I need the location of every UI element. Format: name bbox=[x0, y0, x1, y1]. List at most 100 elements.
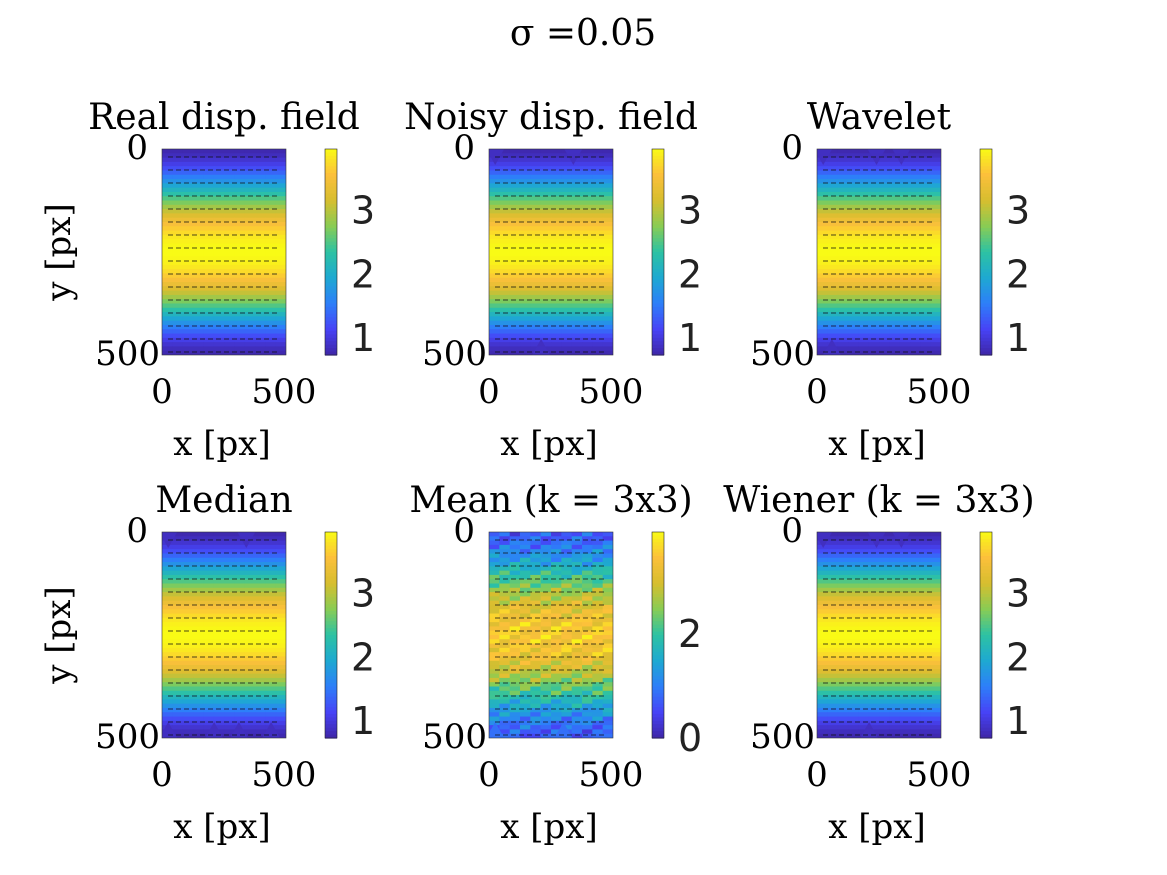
heatmap-cell bbox=[551, 557, 562, 563]
colorbar-segment bbox=[980, 641, 992, 646]
heatmap-cell bbox=[234, 647, 246, 653]
heatmap-cell bbox=[551, 149, 562, 154]
heatmap-cell bbox=[162, 303, 173, 309]
heatmap-cell bbox=[899, 630, 911, 636]
heatmap-cell bbox=[193, 703, 204, 709]
heatmap-cell bbox=[489, 609, 500, 615]
heatmap-cell bbox=[602, 660, 613, 666]
heatmap-cell bbox=[489, 677, 500, 683]
heatmap-cell bbox=[910, 557, 921, 563]
heatmap-cell bbox=[561, 187, 573, 193]
heatmap-cell bbox=[879, 350, 890, 355]
heatmap-cell bbox=[582, 536, 593, 542]
heatmap-cell bbox=[499, 617, 511, 623]
heatmap-cell bbox=[520, 239, 531, 245]
heatmap-cell bbox=[255, 690, 266, 696]
heatmap-cell bbox=[213, 342, 225, 348]
heatmap-cell bbox=[489, 617, 500, 623]
heatmap-cell bbox=[910, 540, 921, 546]
heatmap-cell bbox=[234, 643, 246, 649]
heatmap-cell bbox=[848, 596, 859, 602]
heatmap-cell bbox=[172, 204, 184, 210]
heatmap-cell bbox=[193, 720, 204, 726]
heatmap-cell bbox=[275, 179, 286, 184]
heatmap-cell bbox=[837, 221, 849, 227]
colorbar-segment bbox=[325, 586, 337, 591]
heatmap-cell bbox=[868, 161, 880, 167]
heatmap-cell bbox=[255, 570, 266, 576]
heatmap-cell bbox=[520, 574, 531, 580]
heatmap-cell bbox=[489, 579, 500, 585]
colorbar-segment bbox=[325, 556, 337, 561]
heatmap-cell bbox=[920, 187, 932, 193]
colorbar-segment bbox=[652, 306, 664, 311]
heatmap-cell bbox=[561, 617, 573, 623]
heatmap-cell bbox=[172, 273, 184, 279]
heatmap-cell bbox=[920, 179, 932, 184]
heatmap-cell bbox=[203, 170, 215, 176]
heatmap-cell bbox=[868, 579, 880, 585]
colorbar-segment bbox=[325, 186, 337, 191]
heatmap-cell bbox=[582, 260, 593, 266]
heatmap-cell bbox=[551, 346, 562, 352]
heatmap-cell bbox=[868, 592, 880, 597]
heatmap-cell bbox=[858, 260, 870, 266]
heatmap-cell bbox=[203, 269, 215, 275]
heatmap-cell bbox=[234, 170, 246, 176]
heatmap-cell bbox=[224, 342, 235, 348]
heatmap-cell bbox=[582, 273, 593, 279]
heatmap-cell bbox=[489, 226, 500, 232]
heatmap-cell bbox=[193, 729, 204, 735]
heatmap-cell bbox=[551, 294, 562, 300]
heatmap-cell bbox=[203, 239, 215, 245]
heatmap-cell bbox=[602, 350, 613, 355]
heatmap-cell bbox=[224, 320, 235, 326]
heatmap-cell bbox=[162, 243, 173, 249]
heatmap-cell bbox=[868, 324, 880, 330]
heatmap-cell bbox=[203, 316, 215, 322]
heatmap-cell bbox=[255, 277, 266, 283]
heatmap-cell bbox=[858, 613, 870, 619]
colorbar-segment bbox=[980, 535, 992, 540]
heatmap-cell bbox=[234, 157, 246, 163]
heatmap-cell bbox=[582, 553, 593, 559]
colorbar-segment bbox=[325, 300, 337, 305]
heatmap-cell bbox=[868, 170, 880, 176]
heatmap-cell bbox=[827, 703, 839, 709]
heatmap-cell bbox=[489, 647, 500, 653]
heatmap-cell bbox=[499, 553, 511, 559]
heatmap-cell bbox=[499, 613, 511, 619]
colorbar-segment bbox=[325, 221, 337, 226]
heatmap-cell bbox=[193, 170, 204, 176]
heatmap-cell bbox=[182, 677, 194, 683]
heatmap-cell bbox=[499, 196, 511, 202]
heatmap-cell bbox=[499, 346, 511, 352]
heatmap-cell bbox=[213, 707, 225, 713]
heatmap-cell bbox=[509, 652, 521, 658]
heatmap-cell bbox=[499, 626, 511, 632]
heatmap-cell bbox=[489, 273, 500, 279]
colorbar-segment bbox=[325, 255, 337, 260]
heatmap-cell bbox=[817, 669, 828, 675]
heatmap-cell bbox=[827, 247, 839, 253]
heatmap-cell bbox=[930, 609, 941, 615]
colorbar-segment bbox=[980, 549, 992, 554]
colorbar-tick-label: 2 bbox=[678, 252, 702, 296]
heatmap-cell bbox=[255, 342, 266, 348]
heatmap-cell bbox=[561, 725, 573, 731]
heatmap-cell bbox=[561, 243, 573, 249]
heatmap-cell bbox=[162, 707, 173, 713]
heatmap-cell bbox=[193, 264, 204, 270]
heatmap-cell bbox=[203, 622, 215, 628]
heatmap-cell bbox=[858, 609, 870, 615]
heatmap-cell bbox=[162, 196, 173, 202]
heatmap-cell bbox=[193, 574, 204, 580]
heatmap-cell bbox=[551, 540, 562, 546]
heatmap-cell bbox=[499, 226, 511, 232]
heatmap-cell bbox=[827, 583, 839, 589]
heatmap-cell bbox=[213, 256, 225, 262]
heatmap-cell bbox=[489, 256, 500, 262]
heatmap-cell bbox=[234, 682, 246, 688]
heatmap-cell bbox=[499, 191, 511, 197]
